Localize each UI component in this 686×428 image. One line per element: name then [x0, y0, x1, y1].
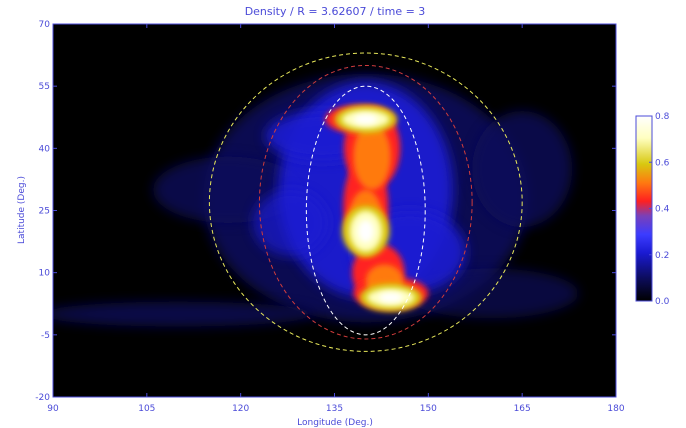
colorbar-tick-label: 0.0 [655, 297, 670, 307]
field-orange [353, 123, 391, 190]
y-tick-label: 55 [39, 82, 50, 92]
x-tick-label: 165 [514, 404, 531, 414]
ellipse-white [305, 85, 426, 336]
ellipse-yellow [208, 52, 523, 352]
peak-white [353, 114, 378, 125]
field-blue [253, 189, 329, 257]
peak-white [357, 219, 374, 243]
x-tick-label: 90 [47, 404, 59, 414]
y-tick-label: 10 [39, 269, 51, 279]
x-tick-label: 120 [232, 404, 249, 414]
x-tick-label: 180 [607, 404, 624, 414]
y-axis-label: Latitude (Deg.) [17, 176, 27, 244]
ellipse-red [258, 64, 473, 340]
y-tick-label: 25 [39, 207, 50, 217]
x-tick-label: 105 [138, 404, 155, 414]
y-tick-label: -20 [35, 393, 50, 403]
colorbar-tick-label: 0.4 [655, 205, 670, 215]
x-tick-label: 150 [420, 404, 437, 414]
x-axis-label: Longitude (Deg.) [297, 418, 373, 428]
peak-white [378, 292, 403, 303]
field-haze [472, 111, 573, 228]
y-tick-label: 70 [39, 20, 51, 30]
colorbar-tick-label: 0.8 [655, 112, 670, 122]
boundary-ellipses [208, 52, 523, 352]
field-haze [53, 301, 316, 327]
chart-title: Density / R = 3.62607 / time = 3 [245, 5, 426, 18]
y-tick-label: -5 [41, 331, 50, 341]
colorbar-tick-label: 0.6 [655, 158, 670, 168]
colorbar-tick-label: 0.2 [655, 251, 669, 261]
y-axis-ticks: -20 -5 10 25 40 55 70 [35, 20, 616, 403]
x-tick-label: 135 [326, 404, 343, 414]
density-field [53, 73, 579, 327]
colorbar-ticks: 0.0 0.2 0.4 0.6 0.8 [649, 112, 670, 307]
y-tick-label: 40 [39, 144, 51, 154]
x-axis-ticks: 90 105 120 135 150 165 180 [47, 24, 625, 414]
